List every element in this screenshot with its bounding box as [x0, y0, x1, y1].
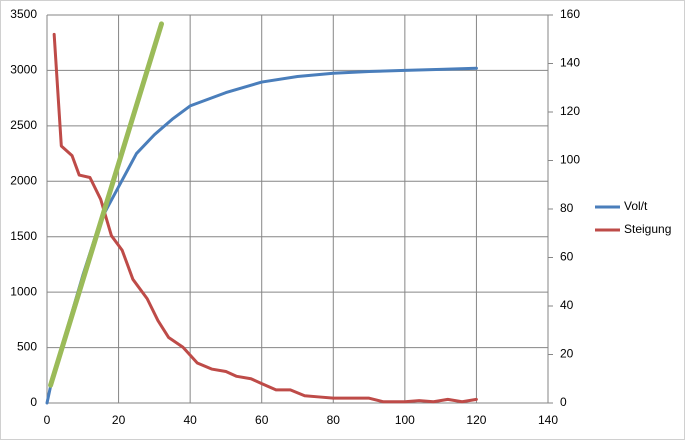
- y2-tick-label: 0: [560, 395, 567, 409]
- y2-tick-label: 80: [560, 201, 574, 215]
- y-tick-label: 2000: [10, 173, 37, 187]
- x-tick-label: 60: [255, 413, 269, 427]
- x-tick-label: 20: [112, 413, 126, 427]
- x-tick-label: 140: [538, 413, 558, 427]
- x-tick-label: 0: [44, 413, 51, 427]
- legend-label: Vol/t: [624, 199, 648, 213]
- series-line: [52, 32, 478, 404]
- legend-label: Steigung: [624, 222, 671, 236]
- y2-tick-label: 120: [560, 104, 580, 118]
- y2-tick-label: 100: [560, 153, 580, 167]
- y-tick-label: 2500: [10, 118, 37, 132]
- y-tick-label: 500: [17, 340, 37, 354]
- x-tick-label: 80: [327, 413, 341, 427]
- y-tick-label: 3000: [10, 63, 37, 77]
- y-tick-label: 0: [30, 395, 37, 409]
- y2-tick-label: 20: [560, 347, 574, 361]
- y-tick-label: 1000: [10, 284, 37, 298]
- x-tick-label: 120: [466, 413, 486, 427]
- y2-tick-label: 60: [560, 250, 574, 264]
- y-tick-label: 3500: [10, 7, 37, 21]
- y2-tick-label: 160: [560, 7, 580, 21]
- x-tick-label: 100: [395, 413, 415, 427]
- x-tick-label: 40: [183, 413, 197, 427]
- y-tick-label: 1500: [10, 229, 37, 243]
- y2-tick-label: 40: [560, 298, 574, 312]
- y2-tick-label: 140: [560, 56, 580, 70]
- series-line: [48, 21, 165, 388]
